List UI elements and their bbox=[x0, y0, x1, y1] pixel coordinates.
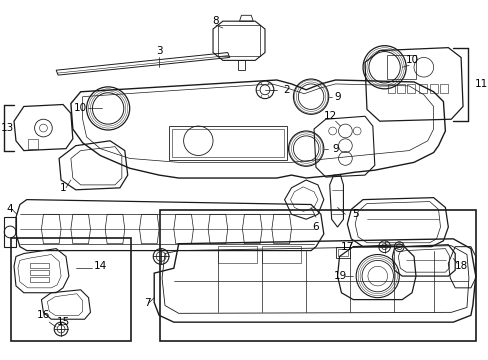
Text: 16: 16 bbox=[37, 310, 50, 320]
Text: 7: 7 bbox=[144, 298, 150, 307]
Bar bbox=[11, 238, 130, 341]
Bar bbox=[337, 249, 347, 256]
Bar bbox=[440, 84, 447, 93]
Text: 2: 2 bbox=[283, 85, 289, 95]
Bar bbox=[171, 129, 283, 157]
Text: 1: 1 bbox=[60, 183, 66, 193]
Text: 14: 14 bbox=[94, 261, 107, 271]
Text: 11: 11 bbox=[474, 79, 487, 89]
Bar bbox=[262, 246, 301, 263]
Bar bbox=[218, 246, 257, 263]
Text: 9: 9 bbox=[331, 144, 338, 154]
Bar bbox=[30, 277, 49, 282]
Text: 5: 5 bbox=[351, 209, 358, 219]
Text: 6: 6 bbox=[312, 222, 319, 232]
Bar bbox=[218, 25, 260, 57]
Text: 19: 19 bbox=[333, 271, 346, 281]
Text: 13: 13 bbox=[0, 123, 14, 133]
Bar bbox=[160, 210, 475, 341]
Bar bbox=[30, 270, 49, 275]
Text: 17: 17 bbox=[340, 242, 353, 252]
Bar bbox=[418, 84, 426, 93]
Bar bbox=[429, 84, 437, 93]
Text: 3: 3 bbox=[156, 46, 162, 55]
Bar bbox=[387, 84, 395, 93]
Text: 12: 12 bbox=[324, 111, 337, 121]
Text: 9: 9 bbox=[334, 92, 340, 102]
Bar bbox=[386, 54, 415, 79]
Text: 8: 8 bbox=[212, 16, 219, 26]
Bar bbox=[28, 139, 38, 149]
Text: 10: 10 bbox=[74, 103, 87, 113]
Bar bbox=[407, 84, 414, 93]
Bar bbox=[397, 84, 405, 93]
Bar bbox=[30, 263, 49, 268]
Bar bbox=[168, 126, 286, 161]
Text: 15: 15 bbox=[56, 317, 69, 327]
Text: 10: 10 bbox=[405, 55, 418, 66]
Text: 4: 4 bbox=[7, 204, 13, 215]
Bar bbox=[335, 247, 349, 258]
Text: 18: 18 bbox=[453, 261, 467, 271]
